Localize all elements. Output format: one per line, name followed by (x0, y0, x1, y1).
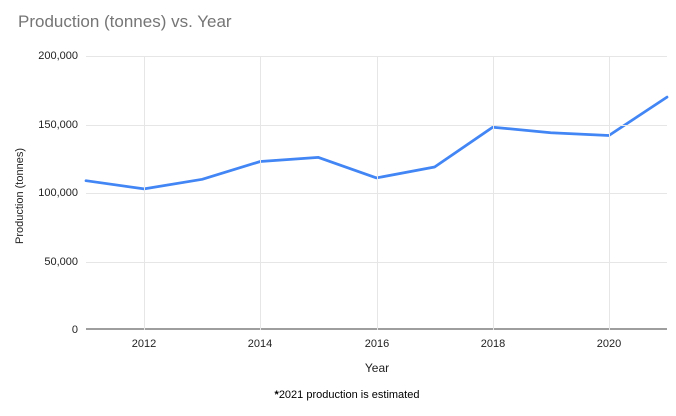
v-gridline (609, 56, 610, 330)
y-tick-label: 200,000 (38, 50, 78, 62)
h-gridline (86, 56, 667, 57)
x-tick-label: 2020 (596, 338, 622, 350)
v-gridline (377, 56, 378, 330)
data-line-series (84, 95, 669, 191)
chart-title: Production (tonnes) vs. Year (18, 12, 232, 31)
x-tick-label: 2016 (364, 338, 390, 350)
x-tick-label: 2012 (131, 338, 157, 350)
y-tick-label: 50,000 (44, 256, 78, 268)
chart-footnote: *2021 production is estimated (275, 389, 420, 401)
v-gridline (144, 56, 145, 330)
footnote-text: 2021 production is estimated (278, 389, 420, 401)
series-polyline (84, 95, 669, 191)
h-gridline (86, 262, 667, 263)
y-tick-label: 100,000 (38, 187, 78, 199)
x-axis-line (86, 328, 667, 330)
v-gridline (493, 56, 494, 330)
footnote-asterisk: * (274, 389, 279, 401)
x-tick-label: 2014 (247, 338, 273, 350)
h-gridline (86, 125, 667, 126)
y-tick-label: 150,000 (38, 119, 78, 131)
h-gridline (86, 193, 667, 194)
v-gridline (260, 56, 261, 330)
y-tick-label: 0 (71, 324, 78, 336)
x-tick-label: 2018 (480, 338, 506, 350)
x-axis-title: Year (364, 361, 390, 375)
plot-area (84, 56, 669, 330)
